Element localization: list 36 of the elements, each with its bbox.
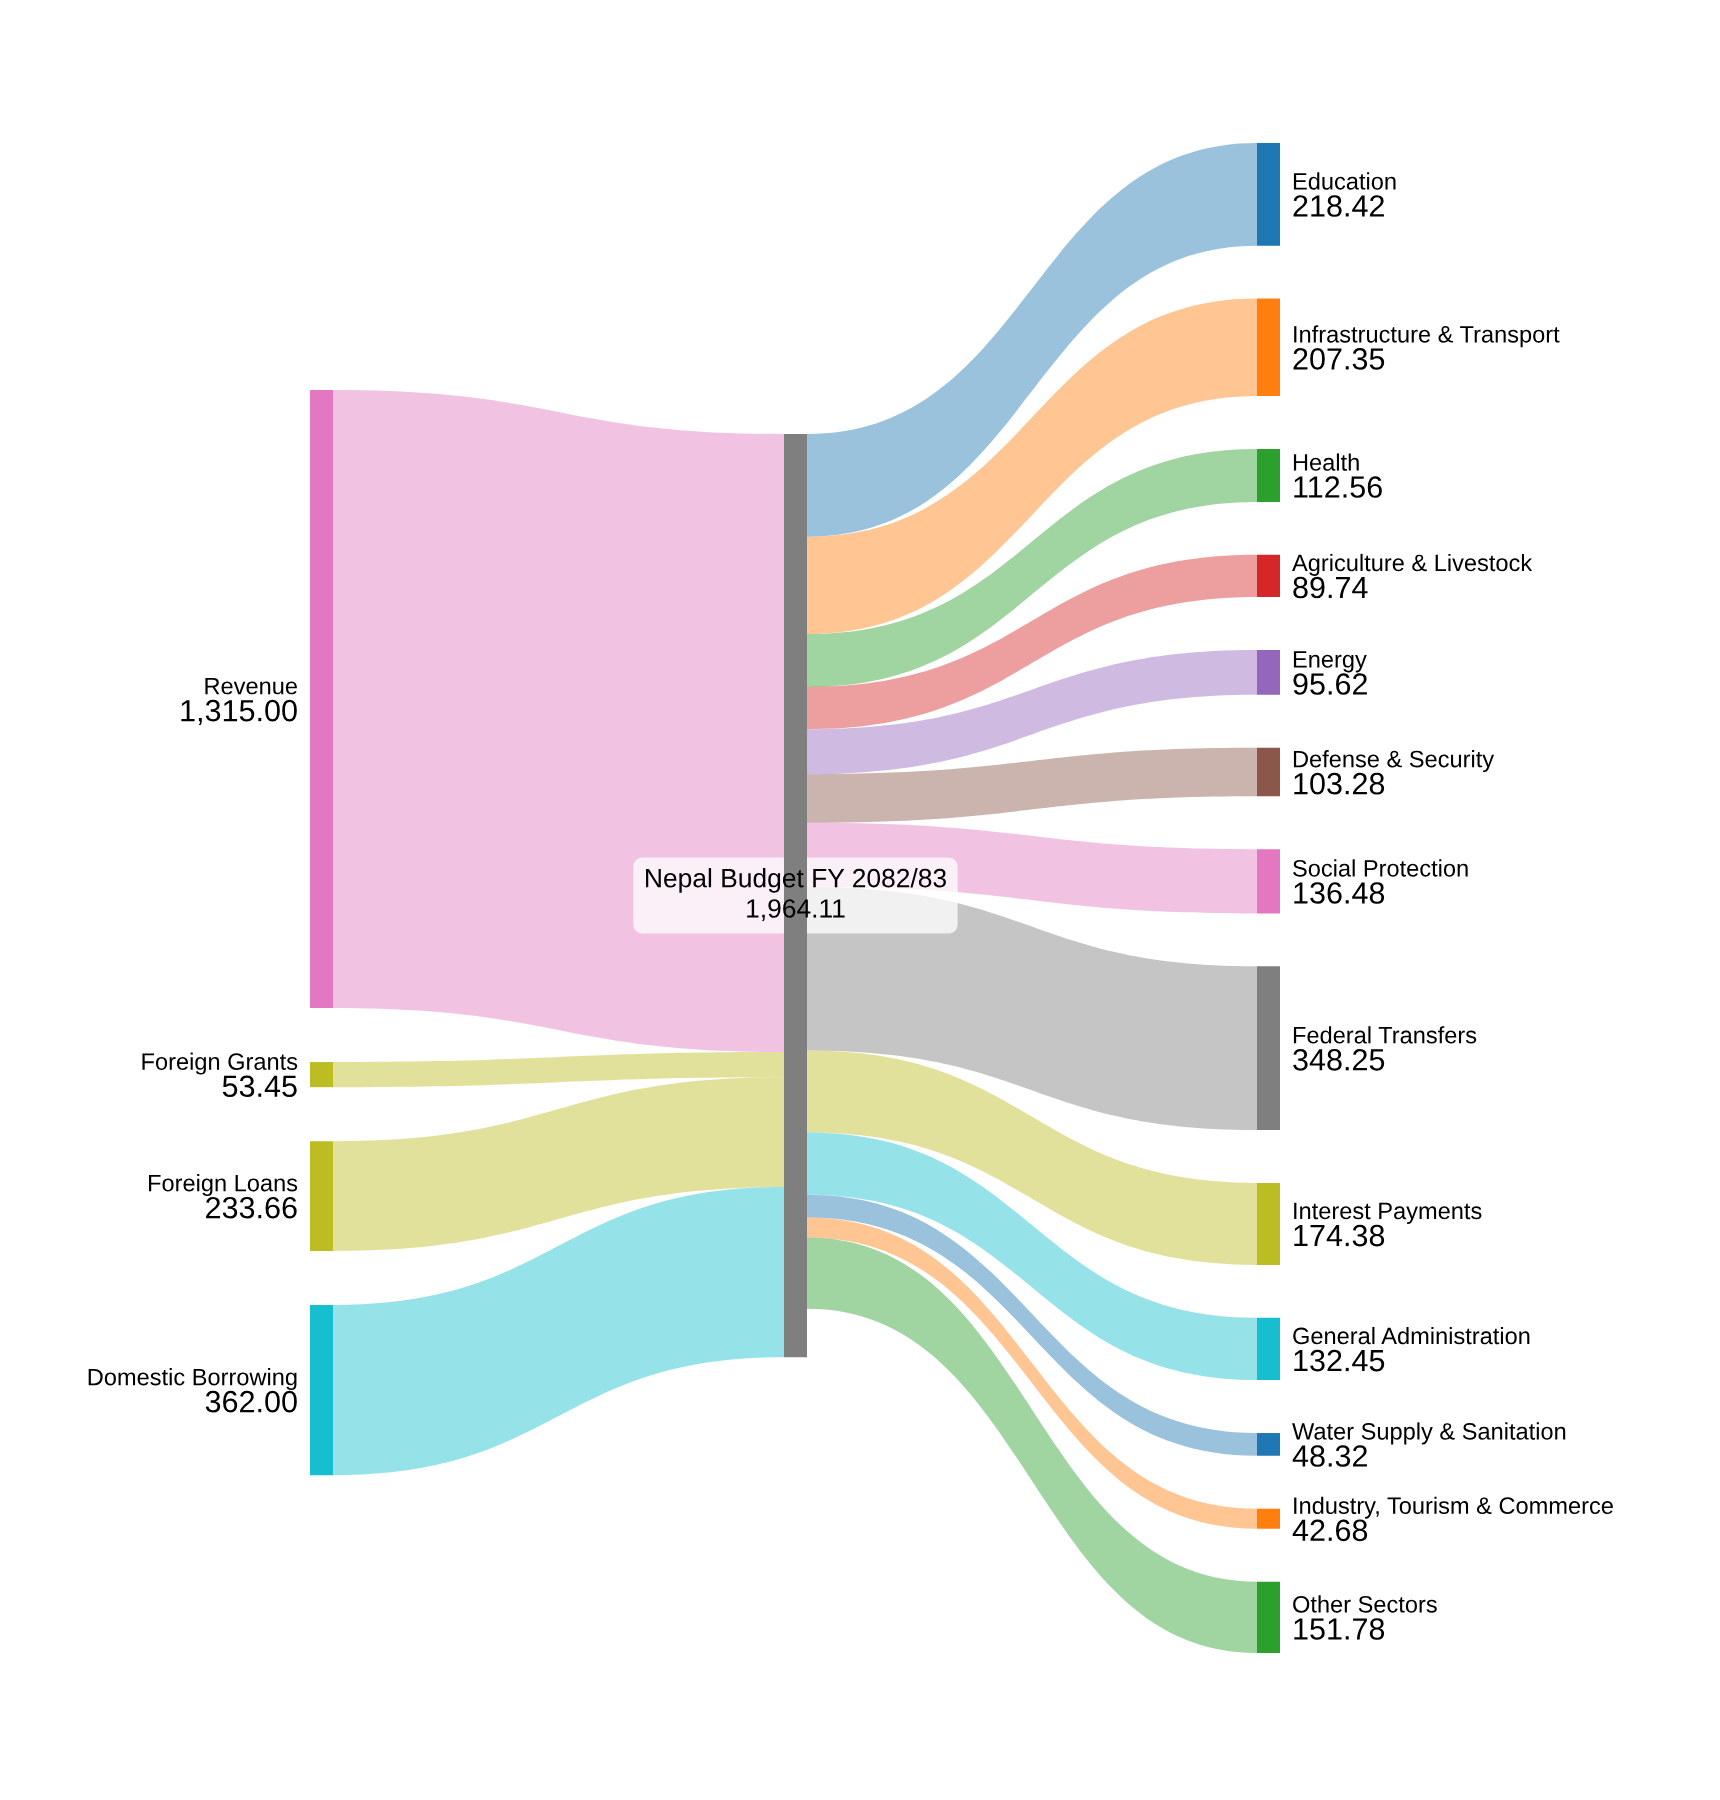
category-label: Water Supply & Sanitation bbox=[1292, 1422, 1566, 1445]
data-label: 48.32 bbox=[1292, 1445, 1367, 1467]
category-label: Social Protection bbox=[1293, 859, 1468, 877]
data-label: 112.56 bbox=[1294, 476, 1382, 498]
data-label: 89.74 bbox=[1293, 576, 1368, 599]
data-label: 1,315.00 bbox=[181, 699, 297, 726]
data-label: 95.62 bbox=[1293, 673, 1367, 695]
category-label: Energy bbox=[1293, 651, 1367, 673]
category-label: Interest Payments bbox=[1294, 1202, 1482, 1224]
data-label: 53.45 bbox=[222, 1075, 297, 1098]
data-label: 103.28 bbox=[1294, 772, 1385, 795]
data-label: 1,964.11 bbox=[747, 899, 845, 921]
category-label: Nepal Budget FY 2082/83 bbox=[646, 868, 946, 893]
data-label: 151.78 bbox=[1294, 1618, 1385, 1640]
category-label: Foreign Loans bbox=[149, 1174, 298, 1197]
data-label: 42.68 bbox=[1292, 1519, 1368, 1542]
category-label: Infrastructure & Transport bbox=[1294, 325, 1560, 348]
category-label: Foreign Grants bbox=[142, 1052, 298, 1075]
data-label: 207.35 bbox=[1293, 348, 1385, 370]
data-label: 174.38 bbox=[1294, 1224, 1385, 1247]
data-label: 132.45 bbox=[1294, 1349, 1385, 1372]
category-label: Education bbox=[1293, 172, 1396, 190]
category-label: Agriculture & Livestock bbox=[1292, 553, 1533, 576]
category-label: Industry, Tourism & Commerce bbox=[1294, 1496, 1613, 1519]
data-label: 218.42 bbox=[1293, 195, 1384, 217]
data-label: 348.25 bbox=[1293, 1048, 1385, 1071]
category-label: Health bbox=[1293, 453, 1359, 471]
category-label: Defense & Security bbox=[1293, 750, 1495, 773]
category-label: Revenue bbox=[205, 677, 297, 695]
category-label: Domestic Borrowing bbox=[88, 1368, 297, 1391]
data-label: 362.00 bbox=[205, 1390, 297, 1413]
category-label: Federal Transfers bbox=[1293, 1026, 1477, 1044]
data-label: 233.66 bbox=[206, 1196, 297, 1219]
category-label: Other Sectors bbox=[1293, 1595, 1437, 1613]
data-label: 136.48 bbox=[1294, 882, 1385, 904]
category-label: General Administration bbox=[1293, 1326, 1530, 1345]
